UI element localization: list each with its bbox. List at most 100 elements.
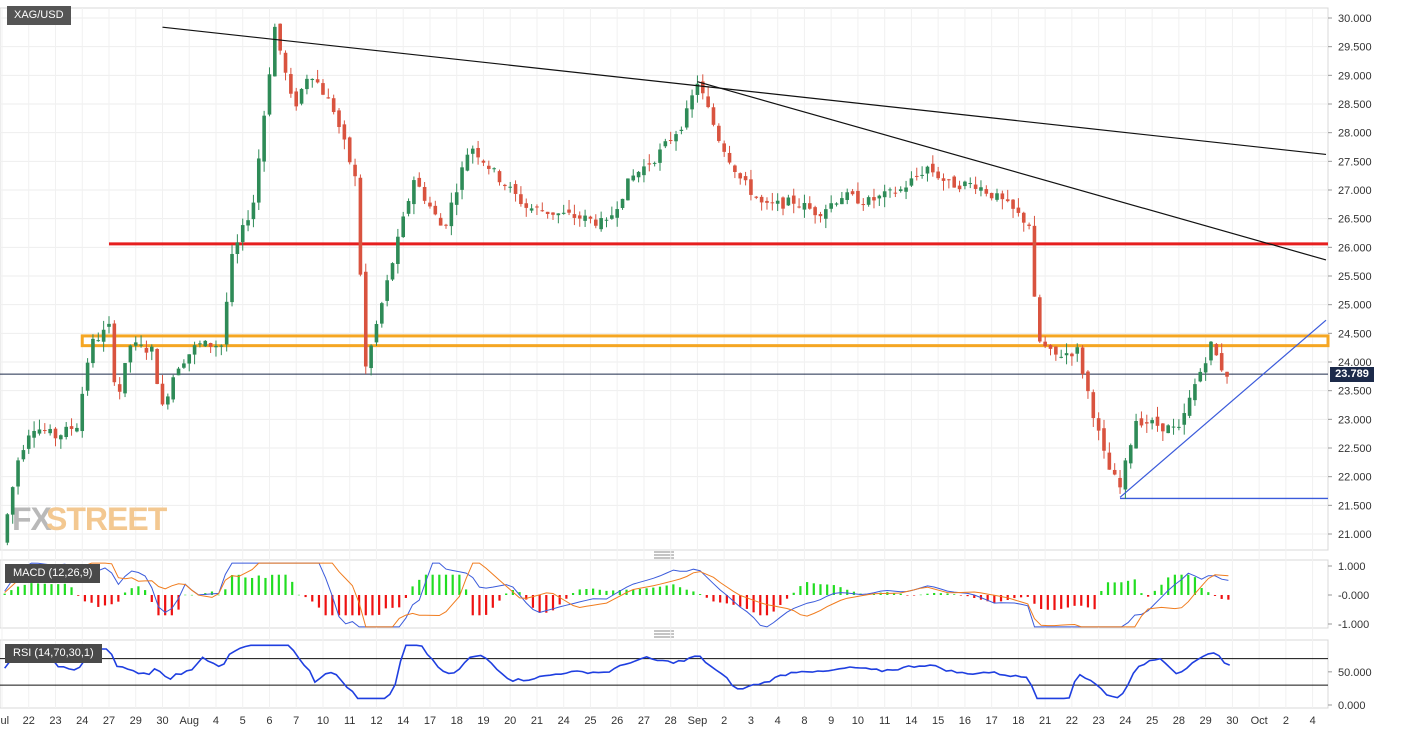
time-tick-label: 27 xyxy=(103,715,115,727)
macd-histogram-bar xyxy=(485,595,488,615)
macd-histogram-bar xyxy=(779,595,782,605)
candle-body xyxy=(117,384,122,392)
candle-body xyxy=(1011,199,1015,209)
candle-body xyxy=(658,149,662,163)
candle-body xyxy=(1155,416,1160,426)
time-tick-label: 6 xyxy=(266,715,272,727)
candle-body xyxy=(604,219,609,221)
candle-body xyxy=(941,178,946,181)
candle-body xyxy=(588,216,593,219)
macd-histogram-bar xyxy=(70,587,73,595)
candle-body xyxy=(481,160,486,163)
candle-body xyxy=(299,88,304,104)
candle-body xyxy=(829,203,833,209)
time-tick-label: 17 xyxy=(986,715,998,727)
candle-body xyxy=(684,108,689,128)
macd-histogram-bar xyxy=(839,587,842,595)
time-tick-label: 24 xyxy=(558,715,570,727)
last-price-tag: 23.789 xyxy=(1330,367,1374,382)
candle-body xyxy=(390,263,395,280)
price-tick-label: 27.500 xyxy=(1338,156,1372,168)
candle-body xyxy=(187,354,192,364)
candle-body xyxy=(492,168,496,170)
macd-histogram-bar xyxy=(538,595,541,613)
candle-body xyxy=(1070,353,1074,357)
macd-histogram-bar xyxy=(692,591,695,595)
macd-histogram-bar xyxy=(50,584,53,595)
candle-body xyxy=(727,152,732,163)
macd-histogram-bar xyxy=(999,595,1003,602)
candle-body xyxy=(155,348,159,384)
macd-histogram-bar xyxy=(1207,592,1210,595)
candle-body xyxy=(567,209,571,213)
macd-histogram-bar xyxy=(150,595,153,602)
candle-body xyxy=(171,377,175,400)
candle-body xyxy=(433,205,438,215)
candle-body xyxy=(706,96,710,108)
candle-body xyxy=(540,210,545,212)
candle-body xyxy=(267,74,272,115)
candle-body xyxy=(909,178,914,186)
price-tick-label: 29.000 xyxy=(1338,70,1372,82)
candle-body xyxy=(53,428,58,439)
candle-body xyxy=(674,134,678,142)
candle-body xyxy=(262,115,266,162)
macd-histogram-bar xyxy=(271,574,274,595)
candle-body xyxy=(551,212,555,215)
candle-body xyxy=(770,202,775,204)
candle-body xyxy=(513,184,518,194)
trendline-long_downtrend xyxy=(162,26,1327,156)
price-tick-label: 26.000 xyxy=(1338,242,1372,254)
candle-body xyxy=(984,189,989,194)
macd-histogram-bar xyxy=(16,586,20,595)
candle-body xyxy=(738,173,743,179)
candle-body xyxy=(198,343,202,345)
macd-histogram-bar xyxy=(57,584,60,595)
macd-histogram-bar xyxy=(959,595,962,596)
candle-body xyxy=(952,176,957,188)
candle-body xyxy=(310,78,315,81)
trendlines-layer[interactable] xyxy=(162,26,1327,498)
time-tick-label: 2 xyxy=(1283,715,1289,727)
macd-histogram-bar xyxy=(946,593,949,595)
macd-histogram-bar xyxy=(799,586,802,595)
candle-body xyxy=(96,340,101,342)
candle-body xyxy=(224,301,229,345)
candle-body xyxy=(893,192,898,194)
candle-body xyxy=(48,428,52,434)
candle-body xyxy=(219,345,224,347)
time-tick-label: 27 xyxy=(638,715,650,727)
macd-histogram-bar xyxy=(404,595,407,598)
candle-body xyxy=(32,430,36,438)
candle-body xyxy=(856,190,860,204)
time-tick-label: 14 xyxy=(905,715,917,727)
candle-body xyxy=(133,342,138,346)
macd-histogram-bar xyxy=(846,589,849,595)
macd-histogram-bar xyxy=(745,595,749,609)
time-tick-label: 20 xyxy=(504,715,516,727)
candle-body xyxy=(989,192,994,199)
macd-histogram-bar xyxy=(1227,595,1230,600)
time-tick-label: 15 xyxy=(932,715,944,727)
candle-body xyxy=(695,83,700,95)
macd-histogram-bar xyxy=(438,574,441,595)
candle-body xyxy=(305,78,309,90)
candle-body xyxy=(396,236,400,264)
candle-body xyxy=(1209,341,1213,361)
macd-histogram-bar xyxy=(3,593,6,595)
macd-histogram-bar xyxy=(210,591,214,595)
macd-histogram-bar xyxy=(311,595,314,602)
candle-body xyxy=(149,346,154,352)
macd-histogram-bar xyxy=(117,595,120,602)
macd-histogram-bar xyxy=(551,595,555,611)
macd-histogram-bar xyxy=(973,595,976,598)
candle-body xyxy=(572,214,577,218)
time-tick-label: 25 xyxy=(584,715,596,727)
candle-body xyxy=(503,184,507,187)
time-tick-label: 18 xyxy=(451,715,463,727)
macd-histogram-bar xyxy=(739,595,742,607)
macd-histogram-bar xyxy=(10,590,13,595)
macd-histogram-bar xyxy=(90,595,93,603)
candle-body xyxy=(1048,345,1053,349)
